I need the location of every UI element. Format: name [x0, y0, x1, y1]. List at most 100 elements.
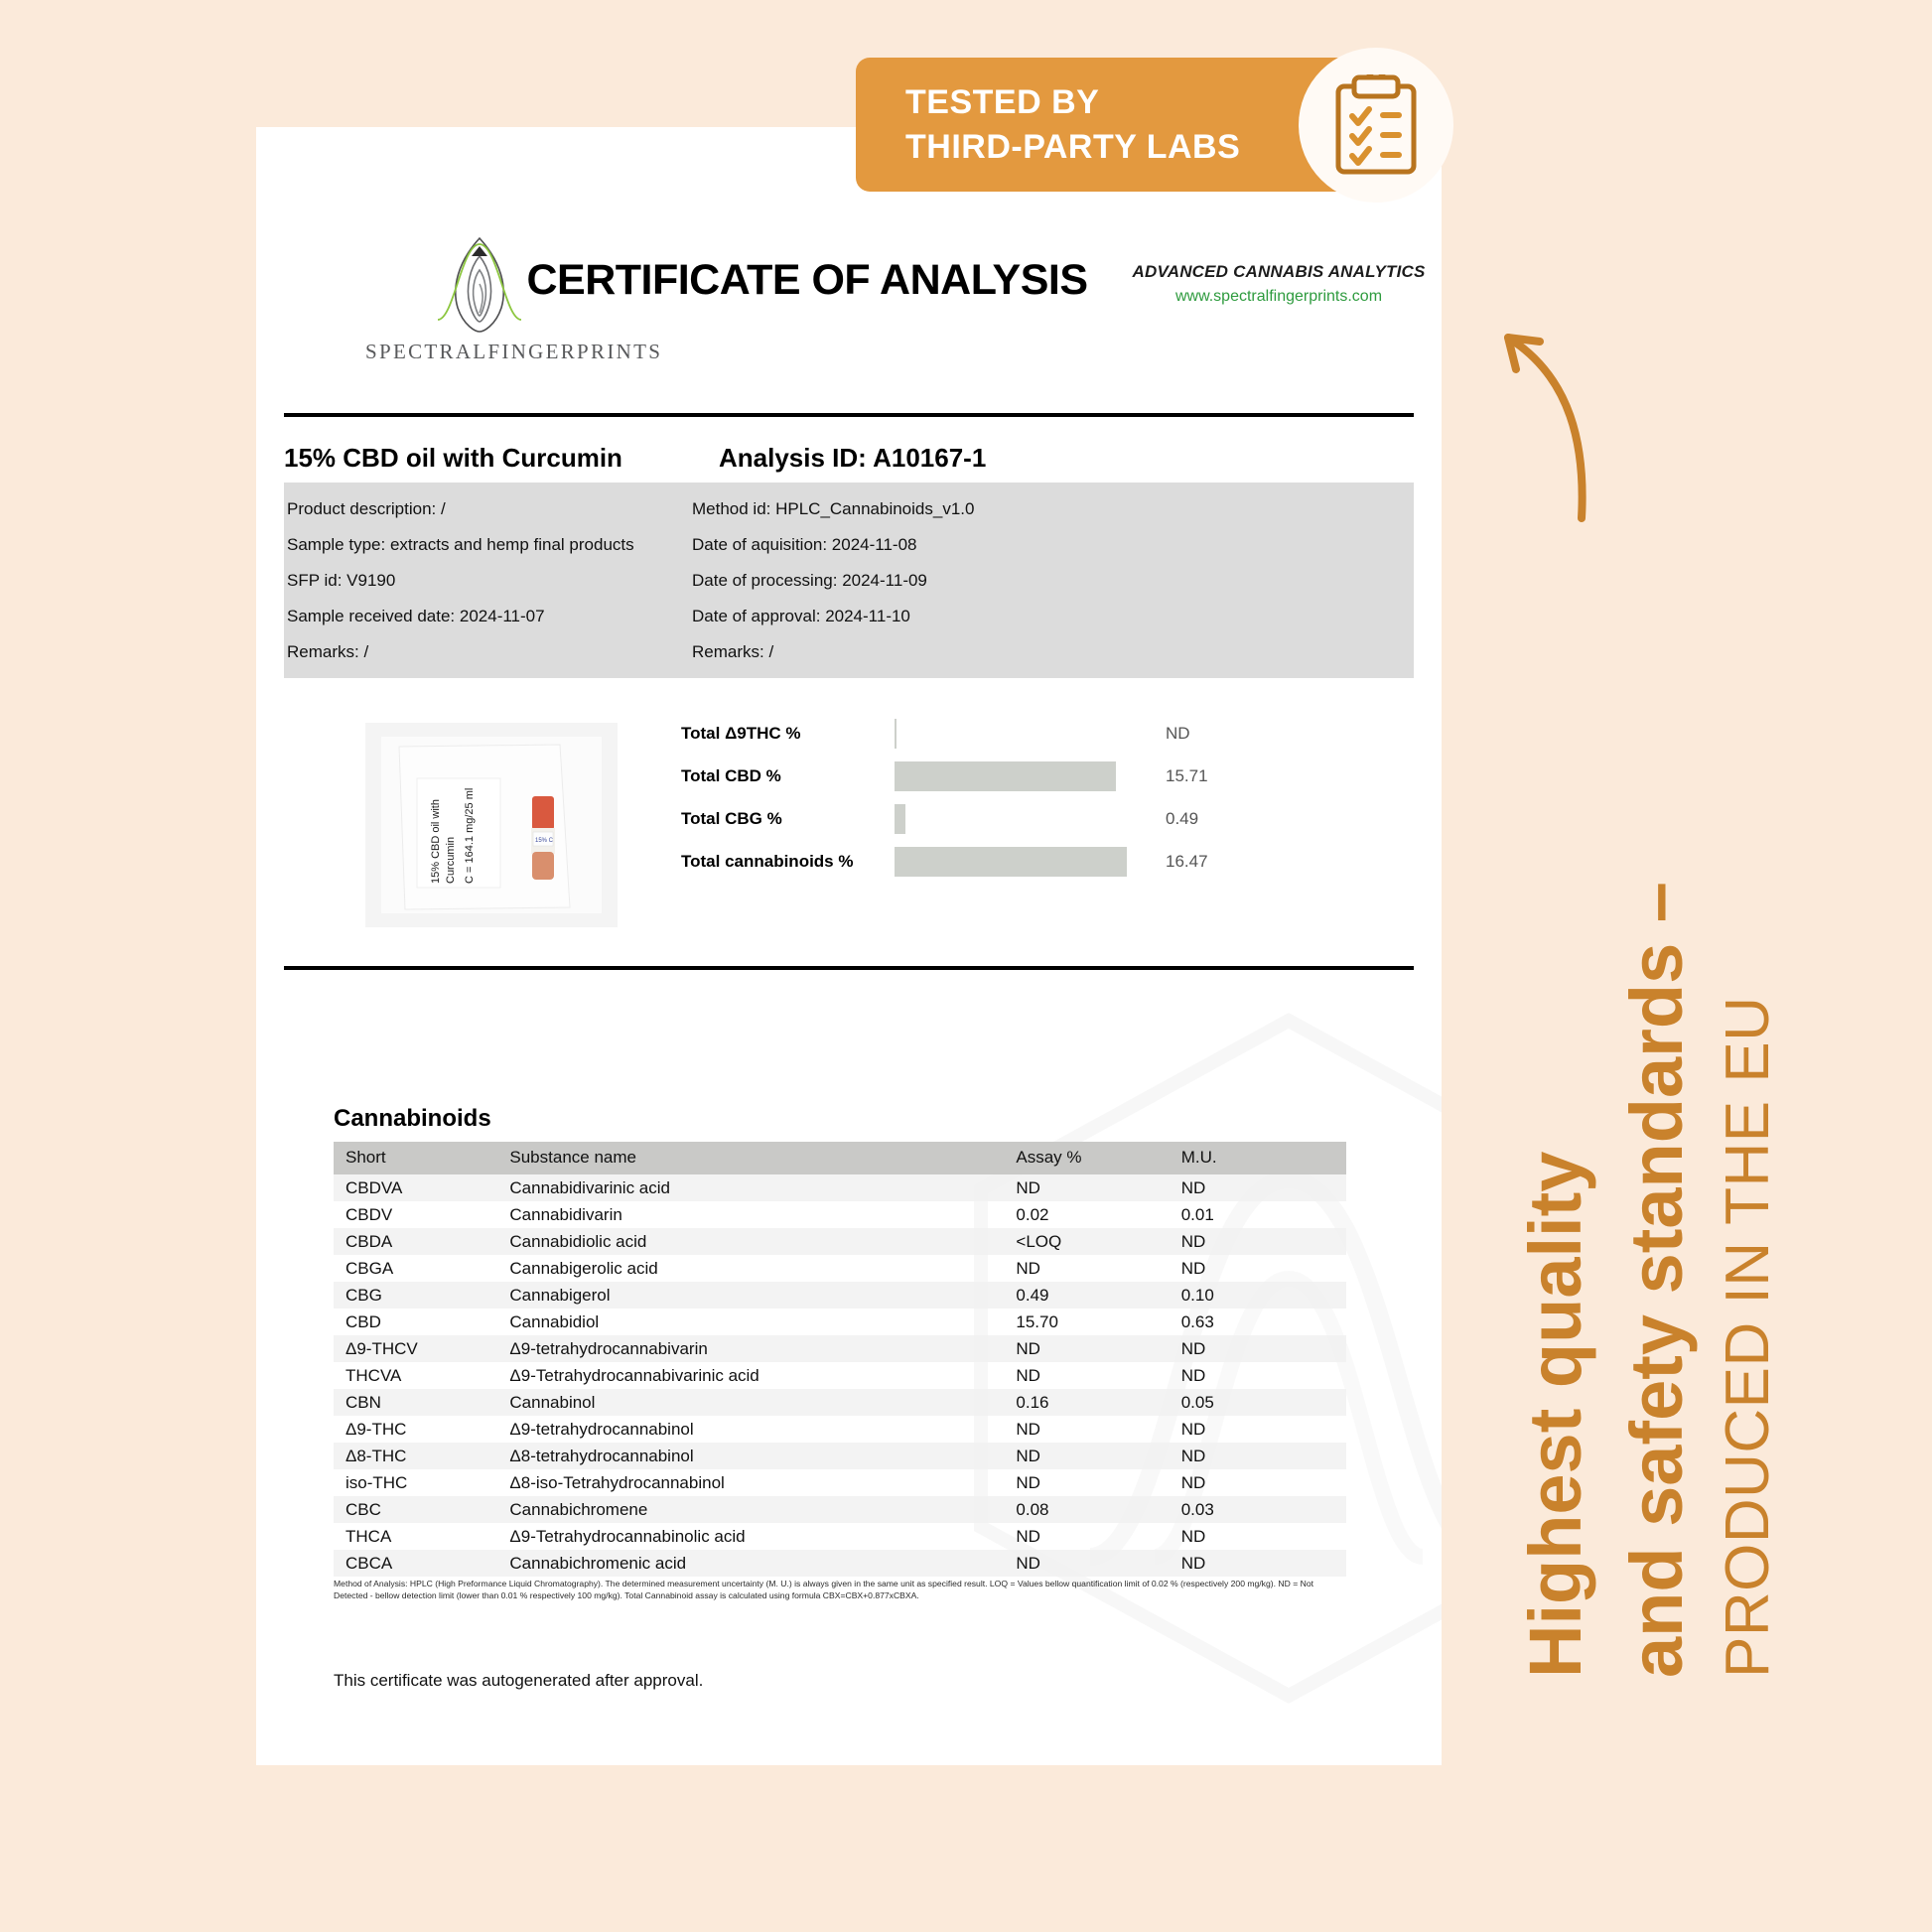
- cell-mu: 0.05: [1180, 1392, 1214, 1412]
- column-header-mu: M.U.: [1180, 1142, 1346, 1174]
- cell-assay: <LOQ: [1016, 1231, 1062, 1251]
- cell-short: THCVA: [345, 1365, 402, 1385]
- marketing-line-2: and safety standards –: [1615, 882, 1698, 1678]
- website-url[interactable]: www.spectralfingerprints.com: [1174, 288, 1383, 305]
- table-row: Δ9-THCV Δ9-tetrahydrocannabivarin ND ND: [334, 1335, 1346, 1362]
- cell-short: CBCA: [345, 1553, 393, 1573]
- info-line: Date of processing: 2024-11-09: [692, 571, 927, 590]
- cell-substance: Δ8-tetrahydrocannabinol: [509, 1446, 694, 1465]
- cell-mu: ND: [1180, 1419, 1206, 1439]
- marketing-line-1: Highest quality: [1514, 1151, 1596, 1678]
- table-row: THCVA Δ9-Tetrahydrocannabivarinic acid ND N…: [334, 1362, 1346, 1389]
- cell-short: CBDA: [345, 1231, 393, 1251]
- cell-short: Δ9-THCV: [345, 1338, 418, 1358]
- badge-text: TESTED BY THIRD-PARTY LABS: [905, 80, 1240, 170]
- tagline: ADVANCED CANNABIS ANALYTICS: [1132, 262, 1426, 281]
- cell-substance: Cannabidiol: [509, 1311, 600, 1331]
- cell-substance: Δ9-tetrahydrocannabinol: [509, 1419, 694, 1439]
- badge-icon-circle: [1299, 48, 1453, 203]
- sample-bag-photo-icon: 15% CBD oil with Curcumin C = 164.1 mg/2…: [365, 723, 618, 927]
- sample-photo: 15% CBD oil with Curcumin C = 164.1 mg/2…: [365, 723, 618, 927]
- info-line: Remarks: /: [692, 642, 774, 661]
- info-line: Date of approval: 2024-11-10: [692, 607, 910, 625]
- cell-assay: ND: [1016, 1177, 1040, 1197]
- cell-assay: 0.08: [1016, 1499, 1049, 1519]
- cell-assay: ND: [1016, 1365, 1040, 1385]
- cell-mu: 0.63: [1180, 1311, 1214, 1331]
- info-line: Sample received date: 2024-11-07: [287, 607, 545, 625]
- brand-tagline-block: ADVANCED CANNABIS ANALYTICS www.spectral…: [1130, 262, 1428, 306]
- autogen-note: This certificate was autogenerated after…: [334, 1671, 704, 1690]
- table-row: CBDA Cannabidiolic acid <LOQ ND: [334, 1228, 1346, 1255]
- info-line: SFP id: V9190: [287, 571, 396, 590]
- cell-short: Δ8-THC: [345, 1446, 407, 1465]
- cell-short: iso-THC: [345, 1472, 408, 1492]
- cell-assay: ND: [1016, 1446, 1040, 1465]
- table-row: CBDV Cannabidivarin 0.02 0.01: [334, 1201, 1346, 1228]
- cannabinoids-table: Short Substance name Assay % M.U. CBDVA C…: [334, 1142, 1346, 1577]
- info-line: Remarks: /: [287, 642, 369, 661]
- cell-substance: Cannabidiolic acid: [509, 1231, 647, 1251]
- cell-short: CBN: [345, 1392, 381, 1412]
- cell-short: CBDVA: [345, 1177, 403, 1197]
- cell-substance: Δ9-Tetrahydrocannabivarinic acid: [509, 1365, 759, 1385]
- column-header-substance: Substance name: [509, 1142, 1017, 1174]
- info-line: Sample type: extracts and hemp final pro…: [287, 535, 634, 554]
- section-title: Cannabinoids: [334, 1105, 491, 1132]
- cell-assay: ND: [1016, 1526, 1040, 1546]
- divider-middle: [284, 966, 1414, 970]
- method-info-column: Method id: HPLC_Cannabinoids_v1.0 Date o…: [692, 499, 974, 678]
- cell-assay: 0.49: [1016, 1285, 1049, 1305]
- info-line: Method id: HPLC_Cannabinoids_v1.0: [692, 499, 975, 518]
- product-title: 15% CBD oil with Curcumin: [284, 443, 622, 473]
- table-row: CBD Cannabidiol 15.70 0.63: [334, 1309, 1346, 1335]
- summary-label: Total CBG %: [681, 809, 782, 828]
- cell-substance: Cannabigerolic acid: [509, 1258, 658, 1278]
- company-name: SPECTRALFINGERPRINTS: [365, 340, 663, 363]
- method-footnote: Method of Analysis: HPLC (High Preforman…: [334, 1579, 1313, 1600]
- clipboard-checklist-icon: [1335, 74, 1417, 175]
- table-row: CBCA Cannabichromenic acid ND ND: [334, 1550, 1346, 1577]
- cell-short: CBGA: [345, 1258, 394, 1278]
- cell-substance: Cannabigerol: [509, 1285, 611, 1305]
- cell-mu: 0.03: [1180, 1499, 1214, 1519]
- cell-assay: 15.70: [1016, 1311, 1058, 1331]
- table-row: CBG Cannabigerol 0.49 0.10: [334, 1282, 1346, 1309]
- cell-mu: ND: [1180, 1338, 1206, 1358]
- cell-mu: ND: [1180, 1472, 1206, 1492]
- table-row: THCA Δ9-Tetrahydrocannabinolic acid ND ND: [334, 1523, 1346, 1550]
- column-header-short: Short: [334, 1142, 510, 1174]
- marketing-line-3: PRODUCED IN THE EU: [1714, 996, 1782, 1679]
- summary-bar: [895, 804, 905, 834]
- cell-mu: ND: [1180, 1553, 1206, 1573]
- cell-assay: ND: [1016, 1472, 1040, 1492]
- summary-value: ND: [1166, 724, 1190, 743]
- cell-assay: ND: [1016, 1419, 1040, 1439]
- table-row: CBGA Cannabigerolic acid ND ND: [334, 1255, 1346, 1282]
- cell-substance: Cannabidivarin: [509, 1204, 622, 1224]
- cell-substance: Cannabichromenic acid: [509, 1553, 687, 1573]
- cell-substance: Cannabichromene: [509, 1499, 648, 1519]
- divider-top: [284, 413, 1414, 417]
- summary-row: Total Δ9THC % ND: [681, 715, 1406, 758]
- badge-line-2: THIRD-PARTY LABS: [905, 127, 1241, 166]
- cell-mu: 0.10: [1180, 1285, 1214, 1305]
- svg-text:Curcumin: Curcumin: [445, 837, 457, 884]
- table-row: Δ9-THC Δ9-tetrahydrocannabinol ND ND: [334, 1416, 1346, 1443]
- summary-label: Total CBD %: [681, 766, 781, 785]
- summary-row: Total cannabinoids % 16.47: [681, 843, 1406, 886]
- cell-substance: Δ8-iso-Tetrahydrocannabinol: [509, 1472, 725, 1492]
- cell-short: CBG: [345, 1285, 382, 1305]
- cell-short: THCA: [345, 1526, 392, 1546]
- cell-mu: ND: [1180, 1526, 1206, 1546]
- info-line: Date of aquisition: 2024-11-08: [692, 535, 917, 554]
- cell-mu: ND: [1180, 1258, 1206, 1278]
- badge-line-1: TESTED BY: [905, 82, 1100, 121]
- summary-bar: [895, 847, 1127, 877]
- table-body: CBDVA Cannabidivarinic acid ND ND CBDV Cannab…: [334, 1174, 1346, 1577]
- table-row: iso-THC Δ8-iso-Tetrahydrocannabinol ND ND: [334, 1469, 1346, 1496]
- summary-value: 0.49: [1166, 809, 1199, 828]
- curved-arrow-icon: [1504, 334, 1587, 522]
- cell-short: CBC: [345, 1499, 381, 1519]
- page-title: CERTIFICATE OF ANALYSIS: [526, 256, 1088, 304]
